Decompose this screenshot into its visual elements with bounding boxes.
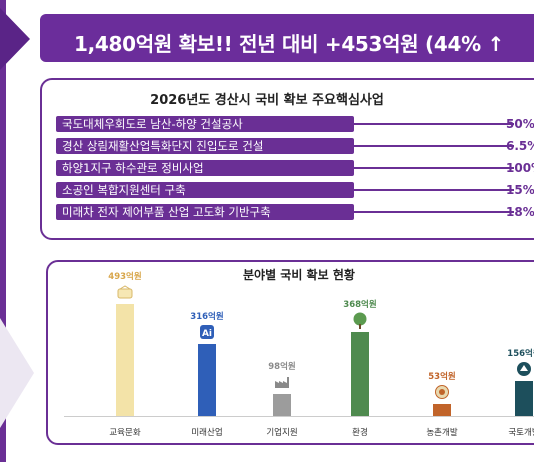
project-progress: 15% — [506, 183, 534, 197]
left-rail — [0, 0, 6, 462]
project-connector — [354, 167, 514, 169]
bar-기업지원 — [273, 393, 291, 416]
bar-교육문화 — [116, 304, 134, 416]
project-label: 경산 상림재활산업특화단지 진입도로 건설 — [56, 138, 354, 154]
value-label: 368억원 — [343, 300, 377, 311]
chart-title: 분야별 국비 확보 현황 — [243, 268, 355, 282]
project-label: 하양1지구 하수관로 정비사업 — [56, 160, 354, 176]
category-label: 기업지원 — [266, 428, 298, 438]
project-progress: 18% — [506, 205, 534, 219]
summary-banner — [40, 14, 534, 62]
rail-arrow-top — [0, 8, 30, 70]
project-progress: 6.5% — [506, 139, 534, 153]
svg-text:Ai: Ai — [202, 329, 212, 339]
category-label: 농촌개발 — [426, 428, 458, 438]
project-label: 소공인 복합지원센터 구축 — [56, 182, 354, 198]
category-label: 환경 — [352, 428, 368, 438]
book-icon — [117, 284, 133, 303]
value-label: 316억원 — [190, 312, 224, 323]
project-label: 국도대체우회도로 남산-하양 건설공사 — [56, 116, 354, 132]
project-connector — [354, 189, 514, 191]
value-label: 98억원 — [268, 361, 296, 372]
project-progress: 50% — [506, 117, 534, 131]
bar-미래산업 — [198, 344, 216, 416]
category-label: 미래산업 — [191, 428, 223, 438]
chart-baseline — [64, 416, 534, 417]
banner-text: 1,480억원 확보!! 전년 대비 +453억원 (44% ↑ — [74, 32, 504, 56]
projects-title: 2026년도 경산시 국비 확보 주요핵심사업 — [150, 93, 384, 108]
emblem-icon — [516, 361, 532, 381]
category-label: 교육문화 — [109, 428, 141, 438]
project-connector — [354, 211, 514, 213]
bar-환경 — [351, 332, 369, 416]
ai-chip-icon: Ai — [199, 324, 215, 344]
factory-icon — [274, 374, 290, 393]
category-label: 국토개발 — [508, 428, 534, 438]
farm-icon — [434, 384, 450, 403]
project-progress: 100% — [506, 161, 534, 175]
project-connector — [354, 123, 514, 125]
project-label: 미래차 전자 제어부품 산업 고도화 기반구축 — [56, 204, 354, 220]
rail-arrow-mid — [0, 318, 34, 428]
value-label: 156억원 — [507, 348, 534, 359]
tree-icon — [352, 312, 368, 334]
value-label: 53억원 — [428, 371, 456, 382]
bar-국토개발 — [515, 380, 533, 416]
value-label: 493억원 — [108, 272, 142, 282]
bar-농촌개발 — [433, 403, 451, 416]
project-connector — [354, 145, 514, 147]
